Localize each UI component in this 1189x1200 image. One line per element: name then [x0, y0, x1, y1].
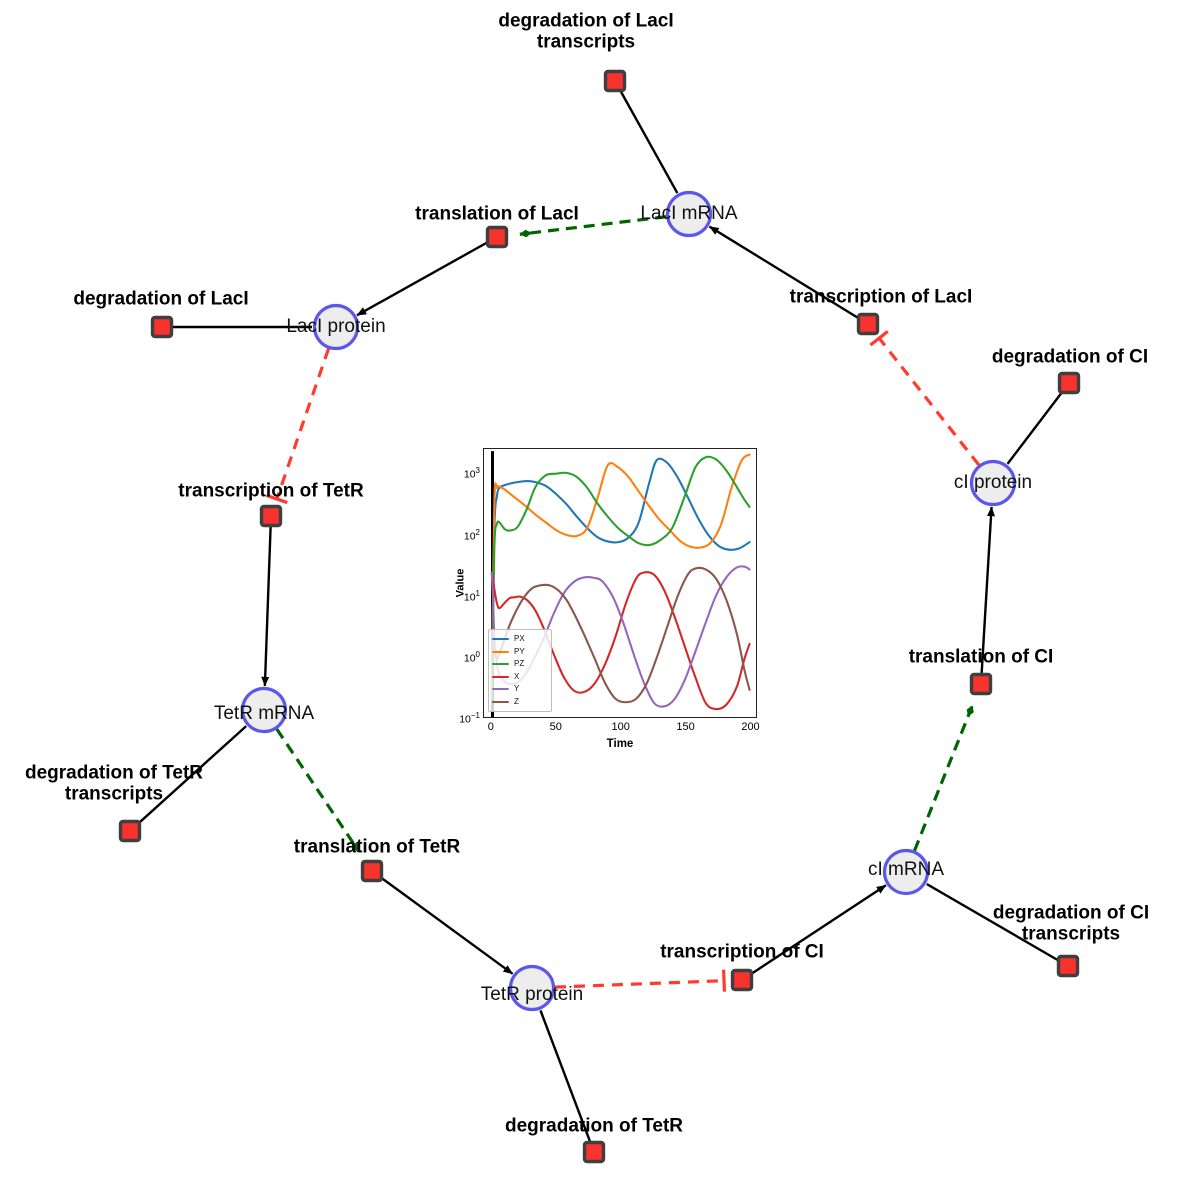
- reaction-node-deg_laci_tx[interactable]: [603, 69, 627, 93]
- timecourse-chart: 10−1 100 101 102 103 0 50 100 150 200 Value Time…: [442, 435, 772, 765]
- reaction-node-deg_tetr[interactable]: [582, 1140, 606, 1164]
- chart-series-PZ: [490, 455, 751, 700]
- chart-ytick-0: 10−1: [459, 710, 480, 726]
- edge-plain: [618, 89, 679, 194]
- edge-product: [356, 240, 489, 317]
- chart-ytick-4: 103: [463, 466, 480, 481]
- legend-swatch-icon: [492, 663, 509, 666]
- edge-product: [379, 875, 514, 975]
- edge-plain: [539, 1010, 592, 1144]
- legend-item-PZ: PZ: [492, 658, 547, 671]
- reaction-node-deg_tetr_tx[interactable]: [118, 819, 142, 843]
- species-node-ci_mrna[interactable]: [882, 848, 930, 896]
- chart-series-X: [490, 571, 751, 711]
- legend-swatch-icon: [492, 700, 509, 703]
- edge-product: [708, 225, 861, 320]
- legend-swatch-icon: [492, 675, 509, 678]
- species-node-laci_mrna[interactable]: [665, 190, 713, 238]
- legend-label: PX: [514, 634, 525, 644]
- chart-ytick-3: 102: [463, 527, 480, 542]
- chart-ytick-2: 101: [463, 588, 480, 603]
- chart-series-PY: [490, 453, 751, 700]
- reaction-node-deg_ci[interactable]: [1057, 371, 1081, 395]
- chart-xtick-0: 0: [487, 721, 494, 733]
- chart-series-PX: [490, 457, 751, 700]
- inhibition-tbar: [721, 969, 727, 992]
- legend-item-X: X: [492, 671, 547, 684]
- legend-item-Z: Z: [492, 696, 547, 709]
- legend-label: Z: [514, 696, 519, 706]
- edge-modifier: [275, 728, 361, 853]
- legend-item-Y: Y: [492, 683, 547, 696]
- inhibition-tbar: [869, 330, 889, 347]
- chart-legend: PX PY PZ X Y Z: [488, 629, 552, 712]
- chart-xtick-4: 200: [741, 721, 760, 733]
- edge-product: [749, 884, 887, 976]
- edge-modifier: [913, 704, 974, 852]
- edge-product: [261, 525, 272, 687]
- species-node-laci_protein[interactable]: [312, 303, 360, 351]
- edge-plain: [1006, 390, 1064, 465]
- chart-xtick-1: 50: [549, 721, 562, 733]
- legend-swatch-icon: [492, 638, 509, 641]
- chart-y-axis-label: Value: [454, 568, 467, 598]
- legend-swatch-icon: [492, 650, 509, 653]
- species-node-tetr_protein[interactable]: [508, 964, 556, 1012]
- edge-inhibition: [554, 979, 725, 989]
- reaction-node-deg_ci_tx[interactable]: [1056, 954, 1080, 978]
- legend-item-PX: PX: [492, 633, 547, 646]
- edge-product: [980, 506, 996, 675]
- edge-inhibition: [275, 348, 331, 500]
- legend-label: PY: [514, 646, 525, 656]
- reaction-node-transl_ci[interactable]: [969, 672, 993, 696]
- chart-xtick-2: 100: [611, 721, 630, 733]
- edges: [136, 89, 1064, 1144]
- reaction-node-transl_tetr[interactable]: [360, 859, 384, 883]
- legend-label: X: [514, 671, 520, 681]
- inhibition-tbar: [265, 493, 288, 505]
- legend-swatch-icon: [492, 688, 509, 691]
- edge-plain: [926, 883, 1060, 963]
- reaction-node-deg_laci[interactable]: [150, 315, 174, 339]
- reaction-node-transcr_tetr[interactable]: [259, 504, 283, 528]
- legend-label: Y: [514, 684, 520, 694]
- reaction-node-transcr_ci[interactable]: [730, 968, 754, 992]
- edge-inhibition: [877, 337, 981, 466]
- reaction-node-transcr_laci[interactable]: [856, 312, 880, 336]
- legend-label: PZ: [514, 659, 525, 669]
- edge-modifier: [519, 215, 667, 238]
- nodes: [118, 69, 1081, 1164]
- chart-xtick-3: 150: [676, 721, 695, 733]
- reaction-node-transl_laci[interactable]: [485, 225, 509, 249]
- species-node-tetr_mrna[interactable]: [240, 686, 288, 734]
- edge-plain: [136, 725, 247, 826]
- chart-ytick-1: 100: [463, 649, 480, 665]
- species-node-ci_protein[interactable]: [969, 459, 1017, 507]
- legend-item-PY: PY: [492, 646, 547, 659]
- chart-x-axis-label: Time: [606, 738, 634, 750]
